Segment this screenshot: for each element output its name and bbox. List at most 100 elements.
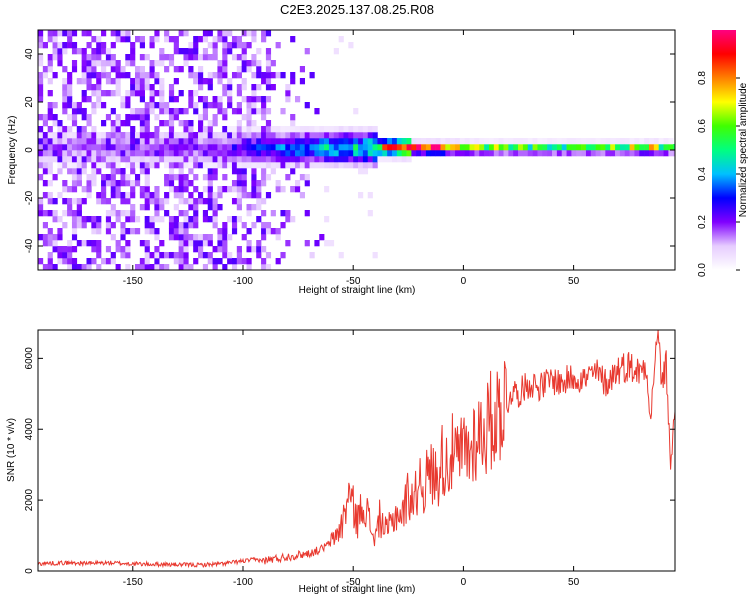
heatmap-cell bbox=[348, 126, 354, 133]
heatmap-cell bbox=[246, 240, 252, 247]
heatmap-cell bbox=[343, 126, 349, 133]
heatmap-cell bbox=[299, 126, 306, 133]
heatmap-cell bbox=[164, 102, 170, 109]
heatmap-cell bbox=[71, 120, 78, 127]
heatmap-cell bbox=[348, 42, 354, 49]
heatmap-cell bbox=[42, 210, 48, 217]
heatmap-cell bbox=[139, 36, 145, 43]
heatmap-cell bbox=[382, 150, 388, 157]
heatmap-cell bbox=[265, 48, 272, 55]
heatmap-cell bbox=[231, 126, 238, 133]
heatmap-cell bbox=[188, 48, 194, 55]
heatmap-cell bbox=[178, 132, 184, 139]
heatmap-cell bbox=[164, 252, 170, 259]
heatmap-cell bbox=[144, 180, 150, 187]
heatmap-cell bbox=[183, 150, 189, 157]
heatmap-cell bbox=[581, 150, 587, 157]
heatmap-cell bbox=[285, 90, 291, 97]
heatmap-cell bbox=[154, 114, 160, 121]
heatmap-cell bbox=[314, 144, 320, 151]
heatmap-cell bbox=[168, 96, 175, 103]
heatmap-cell bbox=[270, 132, 276, 139]
heatmap-cell bbox=[222, 234, 228, 241]
heatmap-cell bbox=[38, 162, 44, 169]
heatmap-cell bbox=[202, 240, 209, 247]
heatmap-cell bbox=[212, 132, 218, 139]
heatmap-cell bbox=[198, 150, 204, 157]
heatmap-cell bbox=[377, 156, 383, 163]
heatmap-cell bbox=[358, 168, 364, 175]
heatmap-cell bbox=[164, 156, 170, 163]
heatmap-cell bbox=[67, 264, 73, 270]
heatmap-cell bbox=[261, 228, 267, 235]
heatmap-cell bbox=[110, 210, 116, 217]
heatmap-cell bbox=[115, 114, 121, 121]
heatmap-cell bbox=[585, 144, 592, 151]
heatmap-cell bbox=[105, 228, 112, 235]
heatmap-cell bbox=[299, 156, 306, 163]
heatmap-cell bbox=[67, 198, 73, 205]
heatmap-cell bbox=[96, 264, 102, 270]
heatmap-cell bbox=[105, 78, 112, 85]
colorbar-gradient bbox=[712, 30, 736, 270]
heatmap-cell bbox=[149, 252, 155, 259]
heatmap-cell bbox=[159, 204, 165, 211]
heatmap-cell bbox=[154, 258, 160, 265]
heatmap-cell bbox=[372, 132, 378, 139]
heatmap-cell bbox=[251, 222, 257, 229]
heatmap-cell bbox=[304, 174, 310, 181]
heatmap-cell bbox=[358, 138, 364, 145]
heatmap-cell bbox=[47, 192, 53, 199]
heatmap-cell bbox=[168, 234, 175, 241]
heatmap-cell bbox=[193, 216, 199, 223]
heatmap-cell bbox=[319, 162, 325, 169]
heatmap-cell bbox=[105, 132, 112, 139]
heatmap-cell bbox=[149, 228, 155, 235]
heatmap-cell bbox=[324, 216, 330, 223]
heatmap-cell bbox=[134, 264, 141, 270]
heatmap-cell bbox=[159, 48, 165, 55]
heatmap-cell bbox=[295, 180, 301, 187]
heatmap-cell bbox=[38, 60, 44, 67]
heatmap-cell bbox=[125, 252, 131, 259]
heatmap-cell bbox=[227, 42, 233, 49]
heatmap-cell bbox=[144, 186, 150, 193]
heatmap-cell bbox=[256, 216, 262, 223]
heatmap-cell bbox=[537, 138, 543, 145]
heatmap-cell bbox=[256, 186, 262, 193]
heatmap-cell bbox=[67, 186, 73, 193]
heatmap-cell bbox=[139, 186, 145, 193]
heatmap-cell bbox=[207, 162, 213, 169]
heatmap-cell bbox=[280, 132, 286, 139]
heatmap-cell bbox=[173, 108, 179, 115]
x-tick-label: 50 bbox=[568, 577, 580, 588]
heatmap-cell bbox=[52, 114, 58, 121]
heatmap-cell bbox=[328, 162, 335, 169]
heatmap-cell bbox=[241, 156, 247, 163]
heatmap-cell bbox=[396, 156, 402, 163]
heatmap-cell bbox=[261, 138, 267, 145]
heatmap-cell bbox=[198, 234, 204, 241]
heatmap-cell bbox=[164, 264, 170, 270]
heatmap-cell bbox=[62, 78, 68, 85]
heatmap-cell bbox=[406, 156, 412, 163]
heatmap-cell bbox=[144, 72, 150, 79]
heatmap-cell bbox=[125, 138, 131, 145]
heatmap-cell bbox=[285, 162, 291, 169]
heatmap-cell bbox=[338, 144, 344, 151]
heatmap-cell bbox=[362, 138, 369, 145]
heatmap-cell bbox=[202, 30, 209, 37]
heatmap-cell bbox=[324, 138, 330, 145]
heatmap-cell bbox=[566, 138, 572, 145]
heatmap-cell bbox=[265, 138, 272, 145]
heatmap-cell bbox=[212, 156, 218, 163]
heatmap-cell bbox=[130, 54, 136, 61]
heatmap-cell bbox=[265, 96, 272, 103]
heatmap-cell bbox=[178, 108, 184, 115]
heatmap-cell bbox=[115, 126, 121, 133]
heatmap-cell bbox=[144, 264, 150, 270]
heatmap-cell bbox=[624, 144, 630, 151]
heatmap-cell bbox=[154, 204, 160, 211]
heatmap-cell bbox=[222, 186, 228, 193]
heatmap-cell bbox=[101, 42, 107, 49]
